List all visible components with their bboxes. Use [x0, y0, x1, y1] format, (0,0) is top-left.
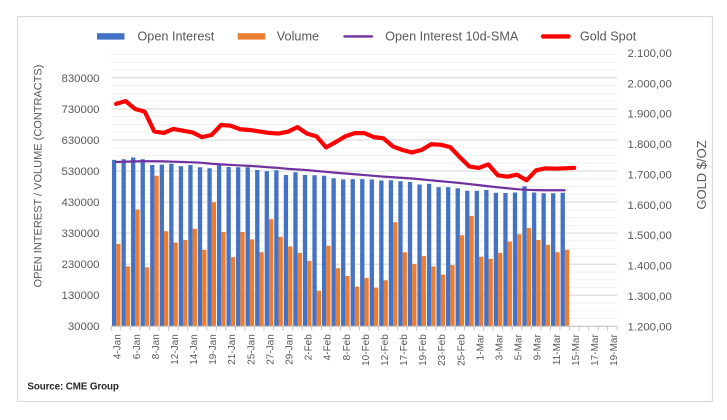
svg-text:Volume: Volume — [277, 30, 319, 44]
svg-text:25-Jan: 25-Jan — [246, 334, 257, 365]
svg-text:1.300,00: 1.300,00 — [628, 291, 672, 303]
svg-text:630000: 630000 — [61, 135, 99, 147]
svg-text:1-Mar: 1-Mar — [475, 334, 486, 361]
svg-text:19-Feb: 19-Feb — [418, 334, 429, 366]
svg-text:14-Jan: 14-Jan — [189, 334, 200, 365]
svg-text:15-Mar: 15-Mar — [571, 334, 582, 366]
svg-text:GOLD $/OZ: GOLD $/OZ — [694, 140, 709, 209]
svg-text:21-Jan: 21-Jan — [227, 334, 238, 365]
svg-text:12-Feb: 12-Feb — [380, 334, 391, 366]
svg-text:5-Mar: 5-Mar — [514, 334, 525, 361]
svg-text:17-Feb: 17-Feb — [399, 334, 410, 366]
svg-text:9-Mar: 9-Mar — [533, 334, 544, 361]
svg-text:4-Feb: 4-Feb — [323, 334, 334, 361]
svg-text:19-Jan: 19-Jan — [208, 334, 219, 365]
svg-text:6-Jan: 6-Jan — [132, 334, 143, 359]
svg-text:1.700,00: 1.700,00 — [628, 169, 672, 181]
svg-text:3-Mar: 3-Mar — [494, 334, 505, 361]
svg-text:4-Jan: 4-Jan — [113, 334, 124, 359]
svg-text:1.800,00: 1.800,00 — [628, 139, 672, 151]
svg-text:29-Jan: 29-Jan — [284, 334, 295, 365]
svg-text:8-Jan: 8-Jan — [151, 334, 162, 359]
svg-text:1.500,00: 1.500,00 — [628, 230, 672, 242]
svg-text:Gold Spot: Gold Spot — [580, 30, 637, 44]
svg-text:19-Mar: 19-Mar — [609, 334, 620, 366]
svg-text:12-Jan: 12-Jan — [170, 334, 181, 365]
svg-text:2.000,00: 2.000,00 — [628, 78, 672, 90]
svg-text:130000: 130000 — [61, 290, 99, 302]
svg-text:25-Feb: 25-Feb — [456, 334, 467, 366]
svg-text:Open Interest: Open Interest — [137, 30, 214, 44]
svg-text:530000: 530000 — [61, 166, 99, 178]
svg-text:1.600,00: 1.600,00 — [628, 200, 672, 212]
svg-text:1.200,00: 1.200,00 — [628, 321, 672, 333]
svg-text:1.900,00: 1.900,00 — [628, 109, 672, 121]
svg-text:11-Mar: 11-Mar — [552, 334, 563, 366]
svg-text:Open Interest 10d-SMA: Open Interest 10d-SMA — [385, 30, 519, 44]
svg-text:830000: 830000 — [61, 73, 99, 85]
svg-text:230000: 230000 — [61, 259, 99, 271]
svg-text:27-Jan: 27-Jan — [265, 334, 276, 365]
svg-text:330000: 330000 — [61, 228, 99, 240]
svg-text:1.400,00: 1.400,00 — [628, 261, 672, 273]
svg-text:430000: 430000 — [61, 197, 99, 209]
svg-text:17-Mar: 17-Mar — [590, 334, 601, 366]
svg-text:30000: 30000 — [68, 321, 100, 333]
svg-text:23-Feb: 23-Feb — [437, 334, 448, 366]
svg-text:10-Feb: 10-Feb — [361, 334, 372, 366]
svg-text:2-Feb: 2-Feb — [304, 334, 315, 361]
svg-text:2.100,00: 2.100,00 — [628, 48, 672, 60]
svg-text:730000: 730000 — [61, 104, 99, 116]
svg-text:8-Feb: 8-Feb — [342, 334, 353, 361]
svg-text:OPEN INTEREST / VOLUME (CONTRA: OPEN INTEREST / VOLUME (CONTRACTS) — [33, 65, 45, 288]
svg-text:Source: CME Group: Source: CME Group — [27, 381, 118, 392]
